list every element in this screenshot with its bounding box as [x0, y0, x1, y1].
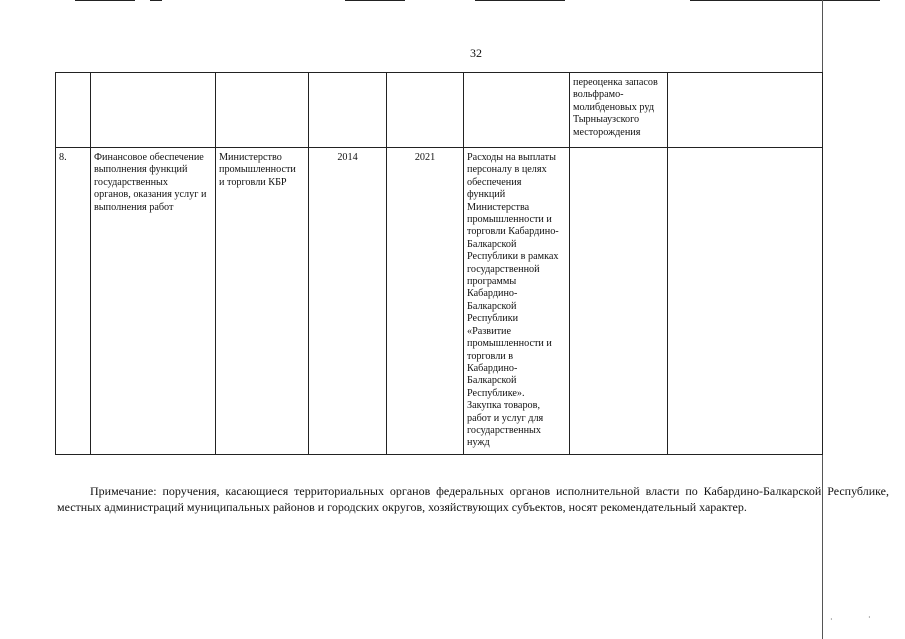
- scan-artifact: [75, 0, 135, 1]
- table-cell: [667, 72, 823, 148]
- table-cell: [667, 147, 823, 455]
- table-row: 8. Финансовое обеспечение выполнения фун…: [55, 147, 823, 455]
- table-cell: [308, 72, 387, 148]
- scan-artifact: ·: [830, 615, 833, 624]
- scan-artifact: ·: [868, 613, 871, 622]
- table-row: переоценка запасов вольфрамо- молибденов…: [55, 72, 823, 148]
- table-cell: [215, 72, 309, 148]
- scan-artifact: [345, 0, 405, 1]
- table-cell: [386, 72, 464, 148]
- row-number: 8.: [55, 147, 91, 455]
- page-number: 32: [470, 46, 482, 60]
- table-cell: [463, 72, 570, 148]
- measures-table: переоценка запасов вольфрамо- молибденов…: [55, 72, 823, 455]
- scan-artifact: [475, 0, 565, 1]
- footnote: Примечание: поручения, касающиеся террит…: [57, 484, 889, 514]
- end-year: 2021: [386, 147, 464, 455]
- scan-artifact-line: [822, 0, 823, 639]
- table-cell: [569, 147, 668, 455]
- start-year: 2014: [308, 147, 387, 455]
- expense-description: Расходы на выплаты персоналу в целях обе…: [463, 147, 570, 455]
- scan-artifact: [690, 0, 880, 1]
- table-cell: переоценка запасов вольфрамо- молибденов…: [569, 72, 668, 148]
- table-cell: [55, 72, 91, 148]
- table-cell: [90, 72, 216, 148]
- responsible-executor: Министерство промышленности и торговли К…: [215, 147, 309, 455]
- scan-artifact: [150, 0, 162, 1]
- measure-name: Финансовое обеспечение выполнения функци…: [90, 147, 216, 455]
